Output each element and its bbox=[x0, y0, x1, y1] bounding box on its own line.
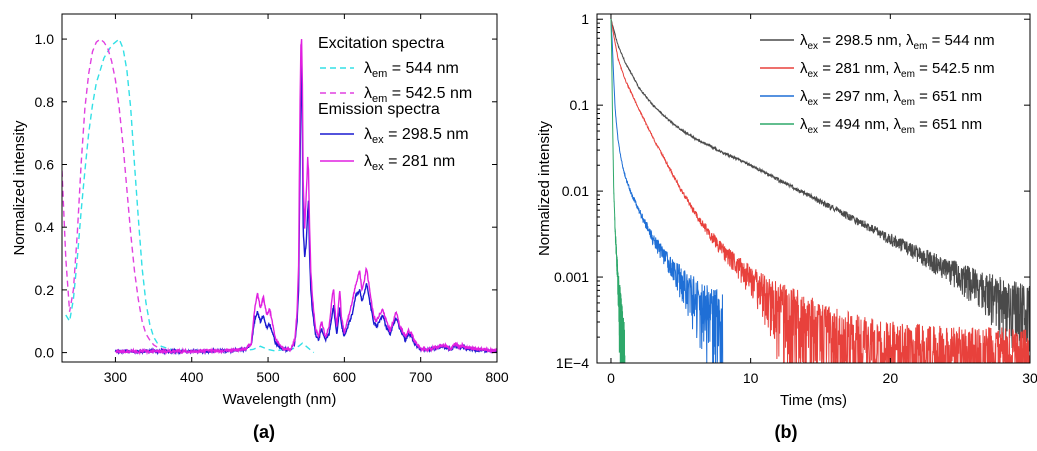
legend-group-label-excitation: Excitation spectra bbox=[318, 35, 444, 52]
legend-group-label-emission: Emission spectra bbox=[318, 101, 440, 118]
chart-panel-a: 300 400 500 600 700 800 0.0 0.2 0.4 0.6 0.8 1.0 Wave… bbox=[11, 13, 509, 408]
series-line-a-3 bbox=[115, 39, 497, 356]
x-tick-label-b-1: 10 bbox=[743, 370, 759, 386]
y-tick-label-b-3: 0.001 bbox=[554, 269, 589, 285]
legend-label-b-2: λex​ = 297 nm, λem​ = 651 nm bbox=[800, 88, 982, 108]
series-line-b-2 bbox=[610, 18, 724, 363]
x-tick-label-b-3: 30 bbox=[1022, 370, 1037, 386]
y-tick-label-a-3: 0.6 bbox=[35, 156, 55, 172]
x-tick-label-a-5: 800 bbox=[485, 369, 509, 385]
y-tick-label-a-1: 0.2 bbox=[35, 282, 55, 298]
legend-label-a-1: λem​ = 542.5 nm bbox=[364, 85, 472, 105]
y-tick-label-b-4: 1E−4 bbox=[556, 355, 589, 371]
y-tick-label-b-1: 0.1 bbox=[570, 97, 590, 113]
series-line-a-1 bbox=[62, 38, 185, 352]
y-axis-label-b: Normalized intensity bbox=[536, 120, 553, 256]
series-line-a-0 bbox=[65, 37, 315, 354]
x-tick-label-a-1: 400 bbox=[180, 369, 204, 385]
y-tick-label-a-0: 0.0 bbox=[35, 345, 55, 361]
legend-label-a-2: λex​ = 298.5 nm bbox=[364, 126, 469, 146]
series-line-b-0 bbox=[610, 18, 1030, 359]
legend-label-b-3: λex​ = 494 nm, λem​ = 651 nm bbox=[800, 116, 982, 136]
plot-frame-b bbox=[596, 13, 1031, 364]
x-tick-label-b-2: 20 bbox=[883, 370, 899, 386]
x-tick-label-a-2: 500 bbox=[256, 369, 280, 385]
y-tick-label-a-2: 0.4 bbox=[35, 219, 55, 235]
legend-b: λex​ = 298.5 nm, λem​ = 544 nm λex​ = 281… bbox=[760, 32, 995, 136]
panel-label-b: (b) bbox=[775, 422, 798, 442]
y-tick-label-a-5: 1.0 bbox=[35, 31, 55, 47]
y-tick-label-b-0: 1 bbox=[581, 11, 589, 27]
legend-label-b-1: λex​ = 281 nm, λem​ = 542.5 nm bbox=[800, 60, 995, 80]
plot-frame-a bbox=[61, 13, 498, 363]
legend-label-b-0: λex​ = 298.5 nm, λem​ = 544 nm bbox=[800, 32, 995, 52]
x-axis-label-a: Wavelength (nm) bbox=[223, 391, 337, 408]
x-axis-label-b: Time (ms) bbox=[780, 392, 847, 409]
x-tick-label-b-0: 0 bbox=[607, 370, 615, 386]
chart-panel-b: 0 10 20 30 1 0.1 0.01 0.001 1E−4 Time (ms) Normali… bbox=[536, 11, 1037, 409]
series-line-b-3 bbox=[610, 18, 626, 363]
x-tick-label-a-0: 300 bbox=[104, 369, 128, 385]
series-line-b-1 bbox=[610, 18, 1030, 363]
x-tick-label-a-3: 600 bbox=[333, 369, 357, 385]
panel-label-a: (a) bbox=[253, 422, 275, 442]
legend-label-a-0: λem​ = 544 nm bbox=[364, 60, 459, 80]
legend-label-a-3: λex​ = 281 nm bbox=[364, 153, 455, 173]
x-tick-label-a-4: 700 bbox=[409, 369, 433, 385]
y-tick-label-b-2: 0.01 bbox=[562, 183, 589, 199]
plot-series-a bbox=[62, 37, 497, 356]
plot-series-b bbox=[610, 18, 1030, 363]
y-tick-label-a-4: 0.8 bbox=[35, 94, 55, 110]
y-axis-label-a: Normalized intensity bbox=[11, 120, 28, 256]
